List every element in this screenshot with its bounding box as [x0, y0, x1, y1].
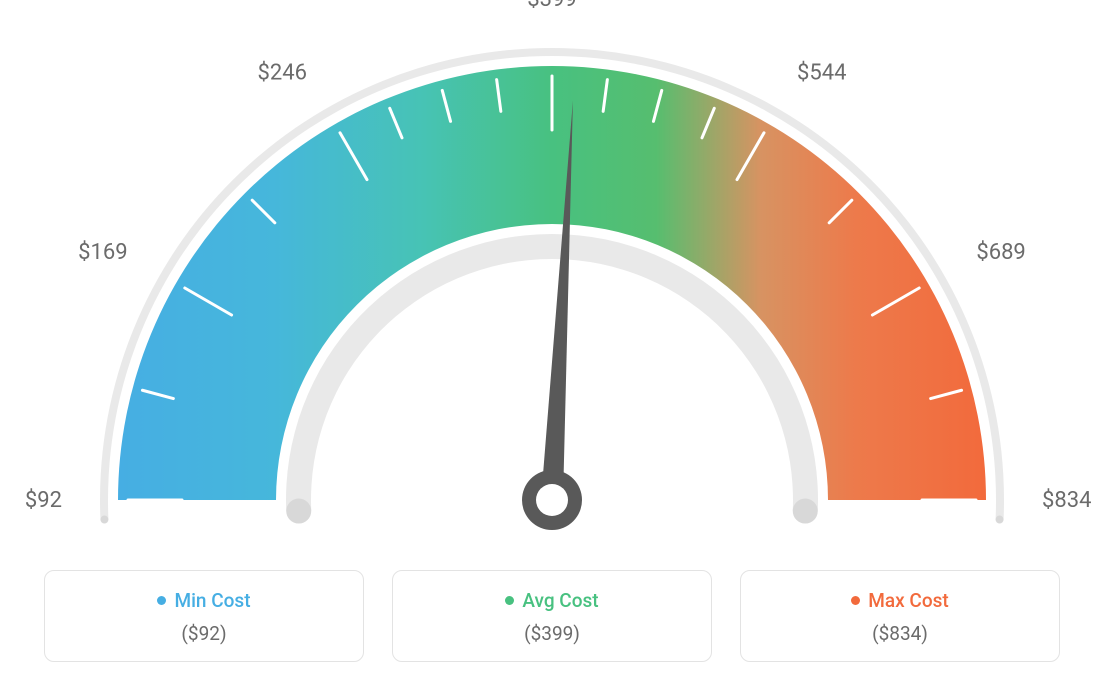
legend-title-text-avg: Avg Cost — [522, 589, 598, 612]
svg-text:$399: $399 — [527, 0, 576, 12]
legend-title-max: Max Cost — [851, 589, 948, 612]
gauge-container: $92 $169 $246 $399 $544 $689 $834 — [0, 0, 1104, 560]
gauge-chart: $92 $169 $246 $399 $544 $689 $834 — [0, 0, 1104, 560]
legend-card-min: Min Cost ($92) — [44, 570, 364, 662]
legend-title-text-min: Min Cost — [174, 589, 250, 612]
svg-text:$92: $92 — [25, 488, 62, 513]
legend-dot-avg — [505, 596, 514, 605]
legend-value-min: ($92) — [55, 622, 353, 645]
svg-text:$834: $834 — [1042, 488, 1091, 513]
legend-row: Min Cost ($92) Avg Cost ($399) Max Cost … — [0, 570, 1104, 662]
legend-title-min: Min Cost — [157, 589, 250, 612]
legend-title-avg: Avg Cost — [505, 589, 598, 612]
legend-value-avg: ($399) — [403, 622, 701, 645]
legend-card-avg: Avg Cost ($399) — [392, 570, 712, 662]
legend-card-max: Max Cost ($834) — [740, 570, 1060, 662]
svg-text:$544: $544 — [797, 61, 846, 86]
svg-text:$689: $689 — [976, 240, 1025, 265]
legend-dot-min — [157, 596, 166, 605]
svg-text:$169: $169 — [78, 240, 127, 265]
legend-title-text-max: Max Cost — [868, 589, 948, 612]
legend-value-max: ($834) — [751, 622, 1049, 645]
legend-dot-max — [851, 596, 860, 605]
svg-text:$246: $246 — [258, 61, 307, 86]
